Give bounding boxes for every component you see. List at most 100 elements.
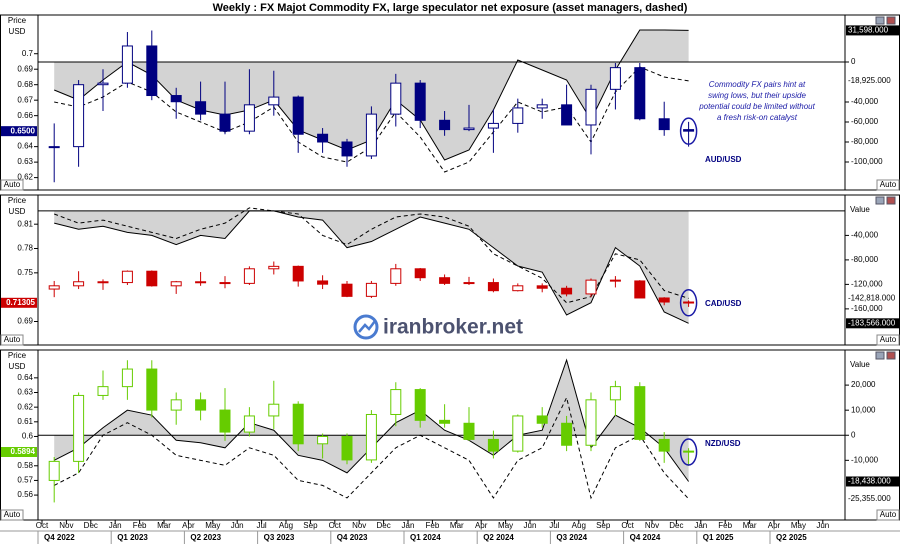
auto-label: Auto <box>4 180 21 189</box>
y2-tick-label: -120,000 <box>851 279 883 288</box>
price-header: Price <box>8 16 27 25</box>
x-month-label: Mar <box>743 521 757 530</box>
candle-body <box>683 129 695 132</box>
candle-body <box>146 45 158 97</box>
candle-body <box>658 297 670 303</box>
y-tick-label: 0.69 <box>17 64 33 73</box>
x-month-label: Dec <box>84 521 98 530</box>
candle-body <box>48 146 60 149</box>
auto-label: Auto <box>4 510 21 519</box>
auto-label: Auto <box>4 335 21 344</box>
candle-body <box>73 84 85 148</box>
exposure-line <box>54 66 689 173</box>
candle-body <box>268 265 280 270</box>
y-tick-label: 0.62 <box>17 402 33 411</box>
x-quarter-label: Q2 2024 <box>483 533 514 542</box>
x-month-label: Dec <box>669 521 683 530</box>
candle-body <box>121 270 133 284</box>
auto-box <box>0 179 24 191</box>
x-month-label: Feb <box>426 521 440 530</box>
auto-box <box>876 179 900 191</box>
price-header: Price <box>8 196 27 205</box>
x-month-label: Nov <box>645 521 659 530</box>
y-tick-label: 0.78 <box>17 244 33 253</box>
unit-header: USD <box>9 27 26 36</box>
candle-body <box>585 279 597 295</box>
end-value-label: -142,818.000 <box>848 293 896 302</box>
y2-tick-label: 10,000 <box>851 405 876 414</box>
y-tick-label: 0.67 <box>17 95 33 104</box>
candle-body <box>292 403 304 445</box>
candle-body <box>487 282 499 292</box>
y-tick-label: 0.64 <box>17 142 33 151</box>
y-tick-label: 0.61 <box>17 417 33 426</box>
y2-tick-label: -160,000 <box>851 304 883 313</box>
candle-body <box>341 283 353 297</box>
candle-body <box>658 438 670 452</box>
exposure-area <box>54 360 689 482</box>
unit-header: USD <box>9 362 26 371</box>
candle-body <box>48 460 60 481</box>
candle-body <box>439 419 451 424</box>
x-month-label: Mar <box>450 521 464 530</box>
x-month-label: Nov <box>352 521 366 530</box>
candle-body <box>609 279 621 282</box>
candle-body <box>121 45 133 84</box>
panel: Price USD Value Auto Auto 0.56 0.57 0.58 0.6 0.61… <box>0 349 900 521</box>
candle-body <box>561 287 573 295</box>
panel-button <box>875 196 885 205</box>
candle-body <box>195 399 207 411</box>
candle-body <box>317 280 329 285</box>
candle-body <box>536 285 548 289</box>
candle-body <box>195 281 207 284</box>
candle-body <box>146 368 158 411</box>
watermark-logo-arrow <box>358 320 376 333</box>
x-month-label: Jun <box>524 521 537 530</box>
y-tick-label: 0.62 <box>17 173 33 182</box>
candle-body <box>390 82 402 115</box>
x-quarter-label: Q1 2024 <box>410 533 441 542</box>
auto-box <box>0 509 24 521</box>
watermark: iranbroker.net <box>353 314 523 340</box>
highlight-circle <box>679 438 698 466</box>
candle-body <box>634 67 646 120</box>
y-tick-label: 0.66 <box>17 111 33 120</box>
candle-body <box>463 422 475 440</box>
auto-box <box>876 334 900 346</box>
candle-body <box>121 368 133 388</box>
auto-box <box>0 334 24 346</box>
last-price-box <box>1 297 37 308</box>
x-month-label: May <box>205 521 220 530</box>
candle-body <box>146 270 158 287</box>
x-month-label: Oct <box>329 521 342 530</box>
candle-body <box>97 82 109 86</box>
panel: PriceUSDValueAutoAuto0.620.630.640.660.6… <box>0 14 900 191</box>
candle-body <box>634 386 646 440</box>
candle-body <box>73 394 85 462</box>
annotation-line: Commodity FX pairs hint at <box>709 80 806 89</box>
x-month-label: Nov <box>59 521 73 530</box>
candle-body <box>536 104 548 109</box>
candle-body <box>390 389 402 415</box>
exposure-line <box>53 396 689 500</box>
candle-body <box>390 268 402 284</box>
candle-body <box>683 450 695 453</box>
price-header: Price <box>8 351 27 360</box>
x-month-label: Jan <box>694 521 707 530</box>
y2-tick-label: -80,000 <box>851 255 879 264</box>
pair-label: NZD/USD <box>705 439 741 448</box>
candle-body <box>170 281 182 287</box>
x-month-label: Feb <box>133 521 147 530</box>
y-tick-label: 0.64 <box>17 373 33 382</box>
annotation-line: potential could be limited without <box>698 102 815 111</box>
candle-body <box>48 285 60 290</box>
unit-header: USD <box>9 207 26 216</box>
end-value-box <box>846 318 900 329</box>
last-price-box <box>1 447 37 457</box>
highlight-circle <box>679 289 698 317</box>
y-tick-label: 0.7 <box>22 49 34 58</box>
y-tick-label: 0.75 <box>17 268 33 277</box>
x-month-label: Feb <box>718 521 732 530</box>
candle-body <box>97 281 109 284</box>
